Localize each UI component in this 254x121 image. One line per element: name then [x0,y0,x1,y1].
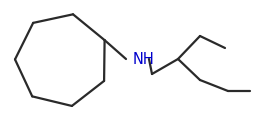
Text: NH: NH [133,52,155,67]
